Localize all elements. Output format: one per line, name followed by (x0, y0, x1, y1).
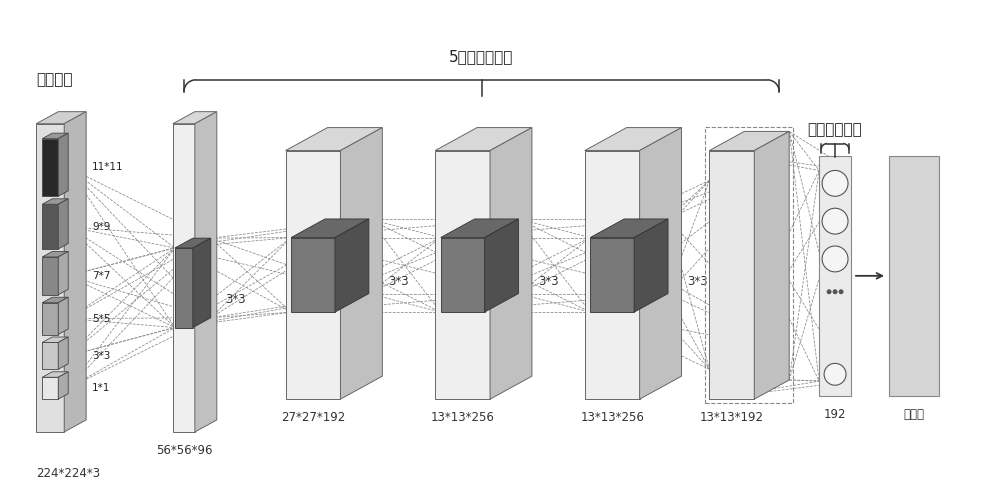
Polygon shape (286, 150, 340, 399)
Polygon shape (435, 150, 490, 399)
Polygon shape (58, 337, 68, 369)
Polygon shape (42, 204, 58, 249)
Text: 11*11: 11*11 (92, 162, 124, 172)
Text: 输入图像: 输入图像 (36, 72, 73, 87)
Polygon shape (42, 297, 68, 302)
Text: 1*1: 1*1 (92, 383, 111, 393)
Polygon shape (173, 112, 217, 124)
Text: 9*9: 9*9 (92, 222, 111, 232)
Polygon shape (286, 128, 382, 150)
Text: 5个卷积池化层: 5个卷积池化层 (449, 49, 514, 64)
Polygon shape (36, 124, 64, 432)
Polygon shape (193, 238, 211, 328)
Text: 5*5: 5*5 (92, 314, 111, 324)
Polygon shape (640, 128, 681, 399)
Polygon shape (490, 128, 532, 399)
Polygon shape (291, 238, 335, 312)
Circle shape (833, 289, 838, 294)
Text: 56*56*96: 56*56*96 (156, 444, 212, 457)
Text: 全局平均池化: 全局平均池化 (808, 123, 862, 138)
Polygon shape (590, 238, 634, 312)
Polygon shape (340, 128, 382, 399)
Text: 13*13*192: 13*13*192 (700, 411, 764, 424)
Polygon shape (441, 219, 518, 238)
Text: 3*3: 3*3 (687, 275, 708, 288)
Text: 13*13*256: 13*13*256 (580, 411, 644, 424)
Text: 27*27*192: 27*27*192 (281, 411, 345, 424)
Circle shape (839, 289, 844, 294)
Circle shape (827, 289, 832, 294)
Text: 3*3: 3*3 (225, 293, 245, 306)
Text: 3*3: 3*3 (538, 275, 559, 288)
Polygon shape (42, 372, 68, 377)
Polygon shape (585, 150, 640, 399)
Polygon shape (58, 133, 68, 197)
Polygon shape (58, 251, 68, 295)
Polygon shape (435, 128, 532, 150)
Polygon shape (634, 219, 668, 312)
Polygon shape (754, 131, 789, 399)
Polygon shape (175, 248, 193, 328)
Text: 7*7: 7*7 (92, 271, 111, 281)
Polygon shape (58, 297, 68, 335)
Circle shape (822, 208, 848, 234)
Polygon shape (42, 257, 58, 295)
Polygon shape (441, 238, 485, 312)
Polygon shape (42, 377, 58, 399)
Polygon shape (58, 199, 68, 249)
Polygon shape (291, 219, 369, 238)
Polygon shape (42, 343, 58, 369)
Circle shape (822, 246, 848, 272)
Polygon shape (58, 372, 68, 399)
Text: 13*13*256: 13*13*256 (431, 411, 495, 424)
Polygon shape (485, 219, 518, 312)
Polygon shape (42, 199, 68, 204)
Text: 分类数: 分类数 (903, 408, 924, 421)
Polygon shape (64, 112, 86, 432)
Polygon shape (335, 219, 369, 312)
Circle shape (822, 170, 848, 197)
Text: 192: 192 (824, 408, 846, 421)
Polygon shape (42, 337, 68, 343)
Polygon shape (175, 238, 211, 248)
Polygon shape (42, 133, 68, 139)
Polygon shape (42, 251, 68, 257)
Polygon shape (195, 112, 217, 432)
Polygon shape (585, 128, 681, 150)
Polygon shape (819, 155, 851, 396)
Polygon shape (889, 155, 939, 396)
Polygon shape (709, 150, 754, 399)
Text: 224*224*3: 224*224*3 (36, 467, 100, 480)
Polygon shape (42, 302, 58, 335)
Text: 3*3: 3*3 (388, 275, 409, 288)
Polygon shape (42, 139, 58, 197)
Text: 3*3: 3*3 (92, 351, 111, 361)
Polygon shape (590, 219, 668, 238)
Circle shape (824, 363, 846, 385)
Polygon shape (173, 124, 195, 432)
Polygon shape (36, 112, 86, 124)
Polygon shape (709, 131, 789, 150)
